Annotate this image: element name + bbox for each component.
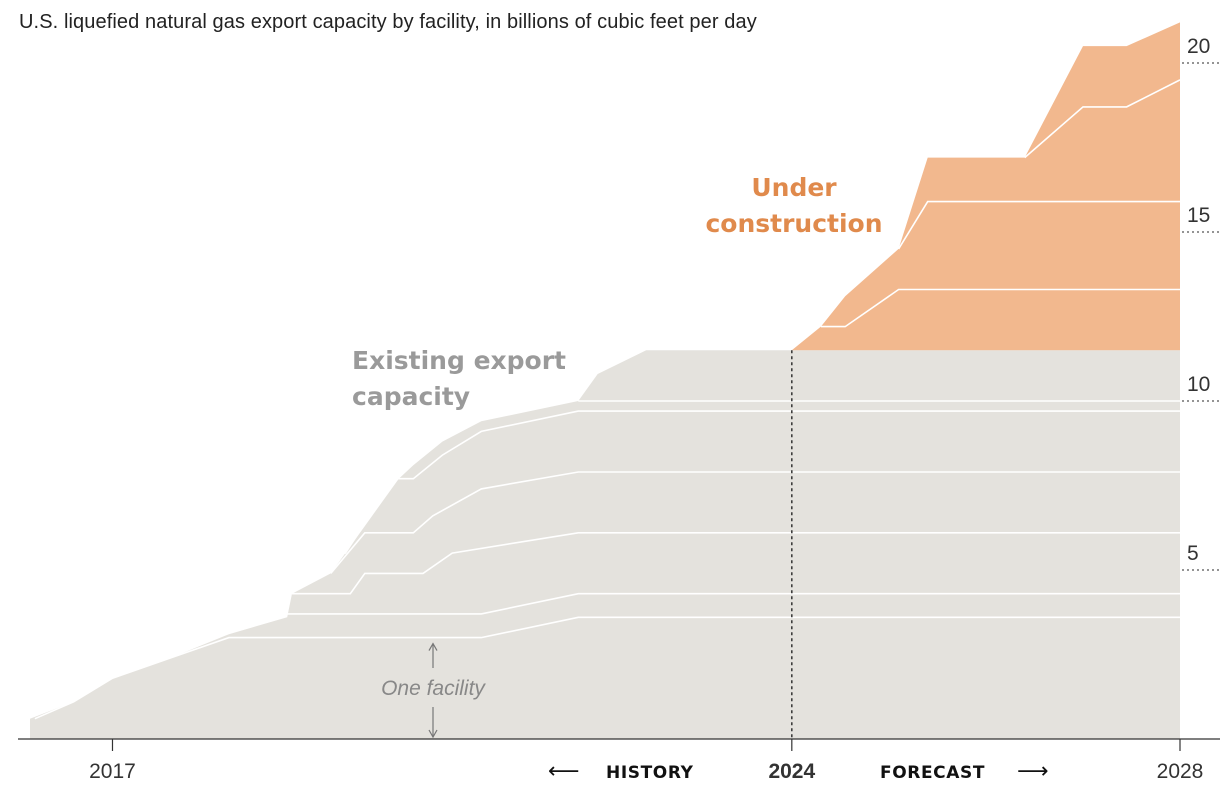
- y-tick-label-15: 15: [1187, 204, 1210, 227]
- y-tick-label-10: 10: [1187, 373, 1210, 396]
- existing-facility-boundary-3: [292, 532, 1180, 595]
- under-construction-boundary-3: [1024, 79, 1181, 159]
- existing-capacity-label-line2: capacity: [352, 382, 470, 411]
- forecast-label: FORECAST: [880, 763, 985, 783]
- history-arrow-icon: ⟵: [548, 759, 580, 784]
- x-tick-label-2028: 2028: [1157, 760, 1204, 783]
- existing-facility-boundary-5: [330, 410, 1180, 554]
- under-construction-boundary-2: [897, 200, 1180, 250]
- label-layer: 2017 2024 2028 5 10 15 20 ⟵ HISTORY FORECAST ⟶ Exis…: [89, 35, 1210, 784]
- history-label: HISTORY: [606, 763, 694, 783]
- y-tick-label-20: 20: [1187, 35, 1210, 58]
- area-layer: [30, 22, 1180, 739]
- existing-capacity-label-line1: Existing export: [352, 346, 566, 375]
- down-arrow-icon: [428, 729, 438, 739]
- facility-boundary-layer: [34, 79, 1181, 720]
- existing-facility-boundary-2: [287, 592, 1180, 615]
- x-tick-label-2017: 2017: [89, 760, 136, 783]
- chart-title: U.S. liquefied natural gas export capaci…: [19, 11, 757, 33]
- under-construction-area: [791, 22, 1180, 351]
- x-tick-label-2024: 2024: [768, 760, 815, 783]
- one-facility-label: One facility: [381, 677, 486, 700]
- axis-layer: [18, 62, 1220, 751]
- under-construction-boundary-1: [820, 288, 1180, 328]
- existing-facility-boundary-4: [330, 471, 1180, 574]
- under-construction-label-line2: construction: [705, 209, 882, 238]
- existing-capacity-area: [30, 350, 1180, 739]
- y-tick-label-5: 5: [1187, 542, 1199, 565]
- forecast-arrow-icon: ⟶: [1017, 759, 1049, 784]
- existing-facility-boundary-1: [34, 616, 1180, 720]
- under-construction-label-line1: Under: [751, 173, 837, 202]
- up-arrow-icon: [428, 642, 438, 651]
